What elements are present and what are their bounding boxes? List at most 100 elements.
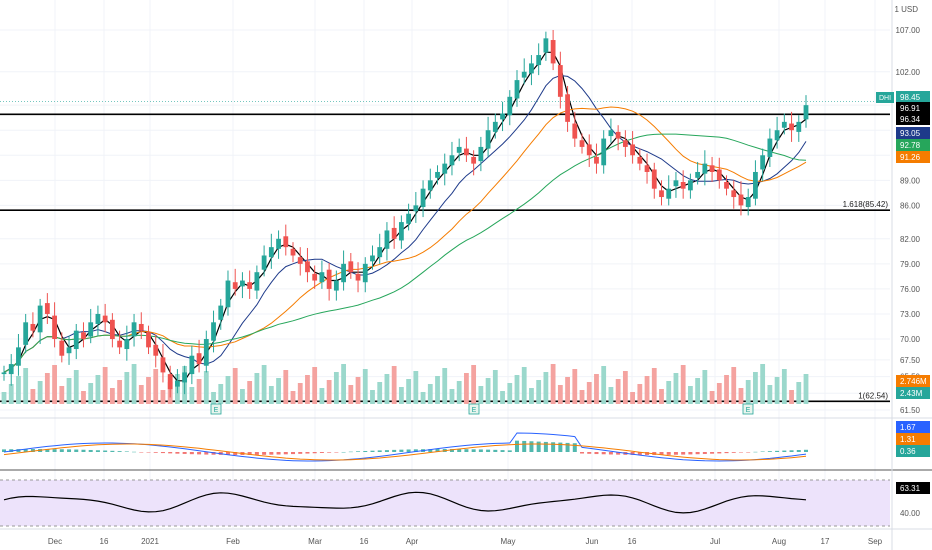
volume-bar [456, 381, 462, 404]
ma-price-tag-bg [896, 151, 930, 163]
candle-body [637, 156, 643, 164]
candle-body [355, 273, 361, 281]
volume-bar [131, 364, 137, 404]
volume-bar [550, 364, 556, 404]
macd-histogram [558, 442, 563, 452]
time-tick: Apr [406, 537, 419, 546]
volume-bar [276, 378, 281, 404]
candle-body [109, 319, 115, 340]
macd-histogram [608, 452, 613, 455]
candle-body [687, 180, 693, 191]
volume-bar [615, 379, 621, 404]
macd-histogram [269, 452, 274, 455]
volume-bar [666, 381, 672, 404]
symbol-tag: DHI [879, 95, 891, 102]
volume-bar [102, 367, 108, 404]
macd-histogram [775, 450, 780, 452]
candle-body [601, 138, 607, 166]
candle-body [702, 163, 708, 174]
candle-body [240, 280, 245, 287]
macd-histogram [514, 440, 519, 452]
macd-histogram [23, 449, 28, 452]
macd-histogram [587, 452, 592, 454]
earnings-marker [210, 403, 222, 415]
candle-body [406, 213, 412, 224]
candle-body [66, 347, 72, 354]
macd-histogram [710, 452, 715, 454]
current-price-tag-bg [896, 91, 930, 103]
candle-body [456, 146, 462, 153]
candle-body [789, 123, 794, 131]
volume-bar [565, 377, 570, 404]
candle-body [796, 121, 802, 132]
macd-histogram [74, 449, 79, 452]
candle-body [724, 182, 729, 189]
time-tick: Mar [308, 537, 322, 546]
rsi-line [3, 491, 807, 514]
macd-histogram [500, 450, 505, 452]
price-tick: 76.00 [900, 285, 921, 294]
volume-ma-tag: 2.746M [900, 377, 927, 386]
volume-bar [59, 386, 65, 404]
macd-histogram [67, 449, 72, 452]
candle-body [1, 372, 7, 375]
volume-bar [225, 376, 231, 404]
macd-histogram [45, 449, 50, 452]
volume-bar [680, 365, 686, 404]
candle-body [774, 130, 780, 141]
macd-histogram [384, 450, 389, 452]
volume-bar [803, 374, 809, 404]
candle-body [268, 247, 274, 258]
candle-body [16, 347, 21, 366]
volume-bar [333, 372, 339, 404]
macd-histogram [724, 452, 729, 454]
rsi-pane: 40.00 [0, 469, 932, 527]
moving-averages [3, 51, 807, 382]
candle-body [492, 121, 498, 132]
rsi-tag: 63.31 [900, 484, 921, 493]
macd-histogram [738, 452, 743, 453]
volume-bar [398, 387, 404, 404]
macd-histogram [370, 450, 375, 452]
price-tick: 73.00 [900, 310, 921, 319]
volume-bar [745, 380, 751, 404]
volume-bar [297, 383, 303, 404]
candle-body [276, 238, 281, 249]
volume-bar [579, 390, 585, 404]
rsi-tag-bg [896, 482, 930, 494]
macd-histogram [486, 449, 491, 452]
macd-histogram [2, 449, 6, 452]
candle-body [312, 273, 318, 281]
macd-histogram [796, 450, 801, 452]
time-tick: 16 [360, 537, 369, 546]
macd-histogram [688, 452, 693, 455]
volume-bar [81, 391, 86, 404]
candle-body [182, 372, 188, 383]
volume-bar [16, 376, 21, 404]
volume-bar [109, 388, 115, 404]
ma-price-tag: 91.26 [900, 153, 921, 162]
candle-body [131, 322, 137, 337]
candle-body [500, 113, 505, 120]
rsi-band [0, 480, 890, 526]
candle-body [680, 182, 686, 189]
macd-histogram [666, 452, 671, 455]
volume-bar [30, 389, 36, 404]
volume-bar [355, 377, 361, 404]
candle-body [579, 140, 585, 147]
time-axis[interactable]: Dec 16 2021 Feb Mar 16 Apr May Jun 16 Jul Aug 17 Sep [0, 528, 932, 546]
time-tick: Sep [868, 537, 883, 546]
macd-histogram [283, 452, 288, 455]
ma-line [3, 133, 807, 373]
ma-price-tag-bg [896, 127, 930, 139]
volume-bar [420, 392, 426, 404]
ma-price-tag: 96.91 [900, 104, 921, 113]
candle-body [297, 257, 303, 264]
ma-price-tag: 96.34 [900, 115, 921, 124]
volume-bar [37, 381, 43, 404]
candle-body [659, 190, 664, 198]
volume-bar [406, 379, 412, 404]
volume-bar [73, 370, 79, 404]
volume-bar [557, 385, 563, 404]
